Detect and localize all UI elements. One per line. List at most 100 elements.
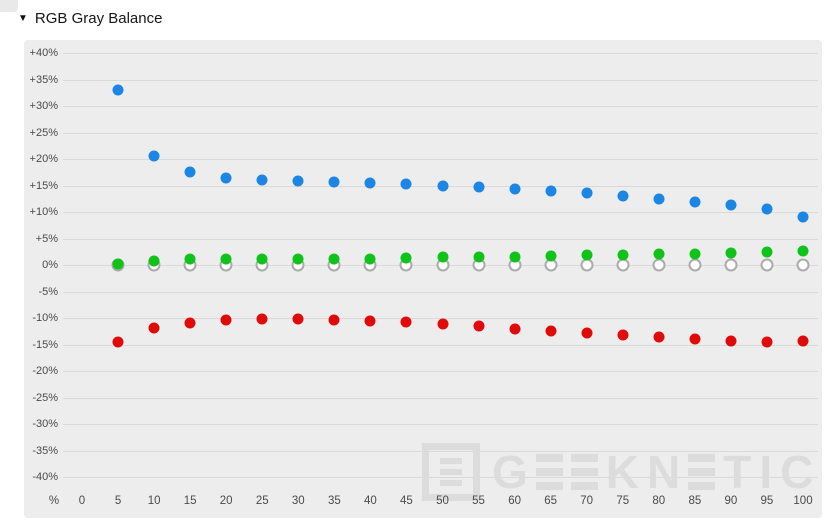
point-blue-20[interactable] (220, 172, 232, 184)
point-green-85[interactable] (689, 248, 701, 260)
geeknetic-logo-icon (422, 443, 480, 501)
point-green-5[interactable] (112, 258, 124, 270)
point-blue-95[interactable] (761, 203, 773, 215)
y-axis-tick-label: -15% (32, 338, 58, 351)
point-red-90[interactable] (725, 335, 737, 347)
point-blue-100[interactable] (797, 211, 809, 223)
point-red-100[interactable] (797, 335, 809, 347)
point-red-5[interactable] (112, 336, 124, 348)
point-blue-90[interactable] (725, 199, 737, 211)
point-red-95[interactable] (761, 336, 773, 348)
point-white-90[interactable] (724, 258, 738, 272)
x-axis-tick-label: 35 (327, 495, 341, 507)
point-green-70[interactable] (581, 249, 593, 261)
gridline-y (63, 371, 818, 372)
x-axis-tick-label: 60 (508, 495, 521, 507)
x-axis-tick-label: 95 (760, 495, 774, 507)
gridline-y (63, 53, 818, 54)
point-blue-10[interactable] (148, 150, 160, 162)
point-blue-55[interactable] (473, 181, 485, 193)
point-blue-5[interactable] (112, 84, 124, 96)
point-green-75[interactable] (617, 249, 629, 261)
point-red-85[interactable] (689, 333, 701, 345)
point-green-35[interactable] (328, 253, 340, 265)
y-axis-tick-label: +30% (29, 100, 58, 112)
gridline-y (63, 477, 818, 478)
gridline-y (63, 106, 818, 107)
point-blue-65[interactable] (545, 185, 557, 197)
x-axis-tick-label: 65 (544, 495, 558, 507)
point-green-20[interactable] (220, 253, 232, 265)
y-axis-tick-label: +40% (29, 47, 58, 59)
y-axis-tick-label: +10% (29, 206, 58, 218)
gridline-y (63, 79, 818, 81)
point-blue-85[interactable] (689, 196, 701, 208)
point-green-15[interactable] (184, 253, 196, 265)
point-blue-70[interactable] (581, 187, 593, 199)
point-green-30[interactable] (292, 253, 304, 265)
point-red-65[interactable] (545, 325, 557, 337)
point-red-55[interactable] (473, 320, 485, 332)
y-axis-tick-label: +15% (29, 179, 58, 192)
point-green-60[interactable] (509, 251, 521, 263)
y-axis-tick-label: 0% (42, 259, 58, 271)
point-white-80[interactable] (652, 258, 666, 272)
point-blue-75[interactable] (617, 190, 629, 202)
point-blue-35[interactable] (328, 176, 340, 188)
point-red-35[interactable] (328, 314, 340, 326)
point-blue-25[interactable] (256, 174, 268, 186)
x-axis-tick-label: 15 (183, 495, 197, 507)
point-blue-80[interactable] (653, 193, 665, 205)
point-green-90[interactable] (725, 247, 737, 259)
watermark-letter: C (780, 446, 814, 498)
x-axis-tick-label: 75 (616, 495, 630, 507)
point-blue-15[interactable] (184, 166, 196, 178)
gridline-y (63, 159, 818, 160)
point-green-65[interactable] (545, 250, 557, 262)
point-red-10[interactable] (148, 322, 160, 334)
x-axis-tick-label: 10 (147, 495, 161, 507)
point-green-40[interactable] (364, 253, 376, 265)
point-red-75[interactable] (617, 329, 629, 341)
point-red-45[interactable] (400, 316, 412, 328)
x-axis-tick-label: 40 (363, 495, 377, 507)
point-white-75[interactable] (616, 258, 630, 272)
point-blue-45[interactable] (400, 178, 412, 190)
x-axis-tick-label: 45 (400, 495, 413, 507)
point-blue-40[interactable] (364, 177, 376, 189)
point-red-80[interactable] (653, 331, 665, 343)
point-white-95[interactable] (760, 258, 774, 272)
point-red-30[interactable] (292, 313, 304, 325)
point-green-55[interactable] (473, 251, 485, 263)
point-blue-60[interactable] (509, 183, 521, 195)
page-title: RGB Gray Balance (34, 10, 163, 27)
point-green-100[interactable] (797, 245, 809, 257)
point-red-70[interactable] (581, 327, 593, 339)
watermark-letter: N (647, 446, 681, 498)
x-axis-tick-label: 100 (793, 495, 813, 507)
collapse-icon[interactable]: ▼ (18, 13, 28, 24)
point-red-20[interactable] (220, 314, 232, 326)
point-red-40[interactable] (364, 315, 376, 327)
gridline-y (63, 238, 818, 240)
point-green-50[interactable] (437, 251, 448, 263)
point-green-25[interactable] (256, 253, 268, 265)
section-header[interactable]: ▼ RGB Gray Balance (18, 10, 162, 27)
point-red-15[interactable] (184, 317, 196, 329)
point-red-60[interactable] (509, 323, 521, 335)
y-axis-tick-label: +20% (29, 153, 58, 165)
point-green-80[interactable] (653, 248, 665, 260)
point-green-95[interactable] (761, 246, 773, 258)
x-axis-tick-label: 80 (652, 495, 666, 507)
point-green-10[interactable] (148, 255, 160, 267)
gridline-y (63, 397, 818, 399)
point-blue-50[interactable] (437, 180, 448, 191)
point-green-45[interactable] (400, 252, 412, 264)
point-white-85[interactable] (688, 258, 702, 272)
point-white-100[interactable] (796, 258, 810, 272)
point-blue-30[interactable] (292, 175, 304, 187)
point-red-25[interactable] (256, 313, 268, 325)
point-red-50[interactable] (437, 318, 448, 330)
gridline-y (63, 132, 818, 134)
